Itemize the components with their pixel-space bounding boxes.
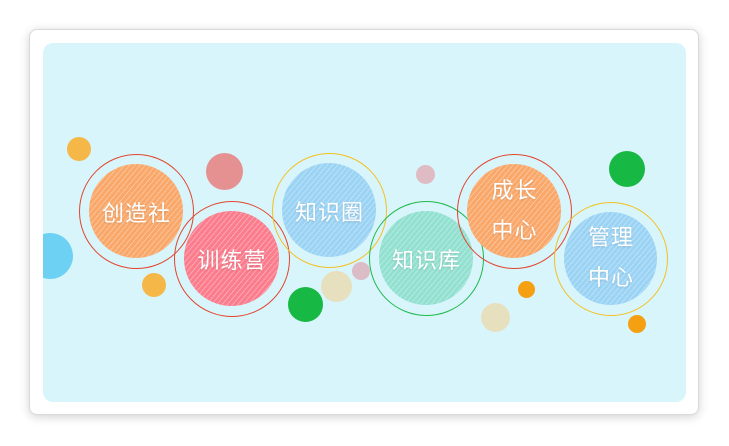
bubble-fill <box>379 211 473 305</box>
decor-dot <box>518 281 535 298</box>
decor-dot <box>67 137 91 161</box>
decor-dot <box>352 262 370 280</box>
decor-dot <box>628 315 646 333</box>
bubble-xunlianying[interactable]: 训练营 <box>174 201 290 317</box>
decor-dot <box>288 287 323 322</box>
decor-dot <box>416 165 435 184</box>
bubble-label: 管理 中心 <box>587 226 634 291</box>
decor-dot <box>481 303 510 332</box>
bubble-label: 知识库 <box>391 248 461 274</box>
bubble-label: 成长 中心 <box>491 178 538 244</box>
decor-dot <box>321 271 352 302</box>
bubble-fill <box>564 212 657 305</box>
bubble-fill <box>467 164 561 258</box>
bubble-label: 创造社 <box>101 201 171 227</box>
decor-dot <box>206 153 243 190</box>
bubble-chuangzaoshe[interactable]: 创造社 <box>79 154 194 269</box>
bubble-fill <box>184 211 279 306</box>
bubble-fill <box>282 163 376 257</box>
decor-dot <box>142 273 166 297</box>
decor-dot <box>43 233 73 279</box>
bubble-zhishiku[interactable]: 知识库 <box>369 201 484 316</box>
bubble-fill <box>89 164 183 258</box>
bubble-label: 训练营 <box>197 249 267 274</box>
bubble-chengzhang-zhongxin[interactable]: 成长 中心 <box>457 154 572 269</box>
bubble-zhishiquan[interactable]: 知识圈 <box>272 153 387 268</box>
bubble-label: 知识圈 <box>294 200 364 226</box>
decor-dot <box>609 151 645 187</box>
bubble-guanli-zhongxin[interactable]: 管理 中心 <box>554 202 668 316</box>
menu-canvas: 创造社 训练营 知识圈 知识库 成长 中心 管理 中心 <box>43 43 686 402</box>
